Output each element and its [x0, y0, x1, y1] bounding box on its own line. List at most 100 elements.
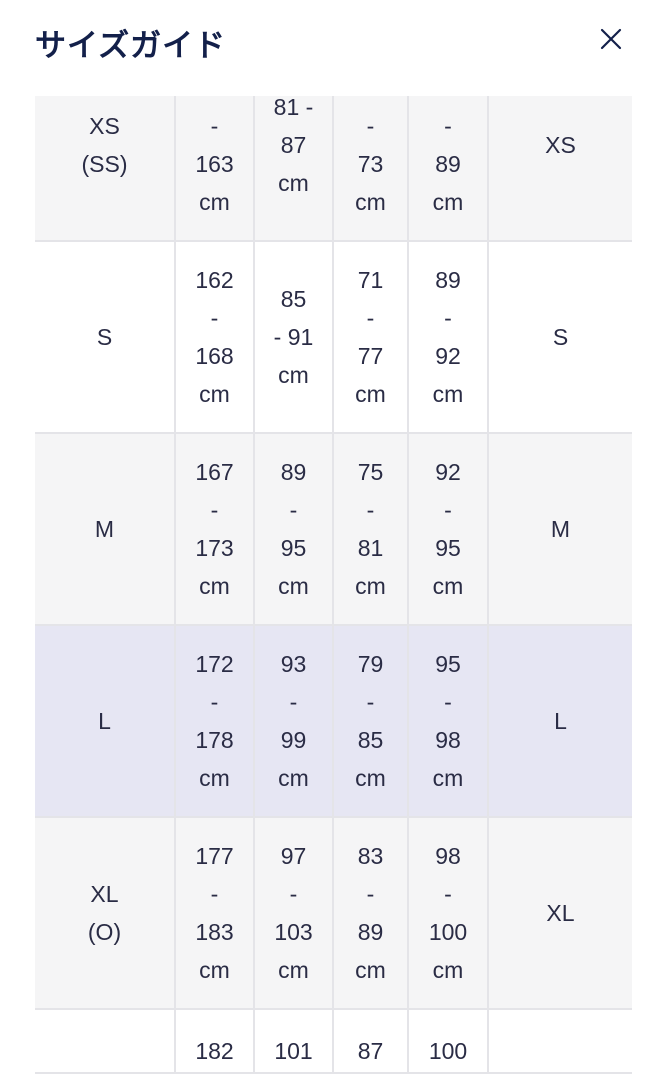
cell-line: 87: [357, 1038, 384, 1064]
cell-line: -: [210, 497, 219, 523]
cell-line: -: [289, 689, 298, 715]
cell-line: -: [210, 689, 219, 715]
cell-line: 183: [195, 919, 234, 945]
height-cell: 177 - 183 cm: [174, 816, 255, 1010]
size-cell: [35, 1008, 176, 1074]
page-title: サイズガイド: [35, 28, 227, 64]
cell-line: cm: [199, 573, 230, 599]
chest-cell: 89 - 95 cm: [253, 432, 334, 626]
cell-line: cm: [278, 573, 309, 599]
chest-cell: 101: [253, 1008, 334, 1074]
cell-line: 162: [195, 267, 234, 293]
cell-line: 182: [195, 1038, 234, 1064]
cell-line: cm: [355, 381, 386, 407]
cell-line: 168: [195, 343, 234, 369]
cell-line: XS: [89, 113, 120, 139]
cell-line: 83: [357, 843, 384, 869]
cell-line: - 91: [273, 324, 314, 350]
cell-line: 81 -: [273, 94, 314, 120]
cell-line: -: [366, 305, 375, 331]
cell-line: 77: [357, 343, 384, 369]
cell-line: 173: [195, 535, 234, 561]
hip-cell: 89 - 92 cm: [407, 240, 489, 434]
cell-line: 93: [280, 651, 307, 677]
cell-line: 95: [435, 535, 461, 561]
cell-line: 89: [357, 919, 384, 945]
cell-line: 92: [435, 459, 461, 485]
cell-line: 89: [435, 151, 461, 177]
cell-line: -: [444, 881, 452, 907]
chest-cell: 97 - 103 cm: [253, 816, 334, 1010]
cell-line: -: [289, 497, 298, 523]
waist-cell: 75 - 81 cm: [332, 432, 409, 626]
cell-line: cm: [278, 765, 309, 791]
cell-line: cm: [355, 189, 386, 215]
cell-line: 99: [280, 727, 307, 753]
cell-line: 73: [357, 151, 384, 177]
close-button[interactable]: [596, 24, 626, 54]
alt-size-cell: [487, 1008, 632, 1074]
cell-line: 100: [428, 1038, 468, 1064]
cell-line: cm: [199, 957, 230, 983]
cell-line: 100: [428, 919, 468, 945]
cell-line: cm: [199, 381, 230, 407]
cell-line: 172: [195, 651, 234, 677]
cell-line: 79: [357, 651, 384, 677]
table-row: XL (O) 177 - 183 cm 97 - 103 cm 83 - 89 cm 98 - 100 cm XL: [35, 816, 632, 1010]
cell-line: -: [289, 881, 298, 907]
cell-line: 85: [280, 286, 307, 312]
size-cell: S: [35, 240, 176, 434]
waist-cell: 87: [332, 1008, 409, 1074]
cell-line: 81: [357, 535, 384, 561]
cell-line: -: [210, 305, 219, 331]
cell-line: cm: [355, 573, 386, 599]
table-row: 182 101 87 100: [35, 1008, 632, 1074]
cell-line: 103: [274, 919, 313, 945]
cell-line: (SS): [81, 151, 128, 177]
hip-cell: 95 - 98 cm: [407, 624, 489, 818]
table-row: L 172 - 178 cm 93 - 99 cm 79 - 85 cm 95 - 98 cm L: [35, 624, 632, 818]
cell-line: -: [366, 113, 375, 139]
cell-line: 98: [435, 727, 461, 753]
hip-cell: 100: [407, 1008, 489, 1074]
cell-line: -: [444, 497, 452, 523]
cell-line: 167: [195, 459, 234, 485]
cell-line: cm: [355, 765, 386, 791]
alt-size-cell: S: [487, 240, 632, 434]
alt-size-cell: L: [487, 624, 632, 818]
cell-line: M: [94, 516, 115, 542]
cell-line: -: [444, 113, 452, 139]
cell-line: 92: [435, 343, 461, 369]
height-cell: 167 - 173 cm: [174, 432, 255, 626]
cell-line: (O): [87, 919, 122, 945]
cell-line: 98: [435, 843, 461, 869]
cell-line: cm: [432, 189, 464, 215]
chest-cell: 85 - 91 cm: [253, 240, 334, 434]
cell-line: -: [366, 881, 375, 907]
cell-line: cm: [355, 957, 386, 983]
cell-line: 89: [280, 459, 307, 485]
cell-line: -: [366, 689, 375, 715]
cell-line: -: [444, 689, 452, 715]
cell-line: cm: [199, 189, 230, 215]
cell-line: -: [444, 305, 452, 331]
cell-line: 87: [280, 132, 307, 158]
cell-line: 101: [274, 1038, 313, 1064]
cell-line: -: [210, 113, 219, 139]
header: サイズガイド: [0, 0, 648, 96]
cell-line: cm: [432, 765, 464, 791]
cell-line: 95: [280, 535, 307, 561]
cell-line: 95: [435, 651, 461, 677]
cell-line: cm: [278, 362, 309, 388]
cell-line: -: [366, 497, 375, 523]
cell-line: cm: [278, 170, 309, 196]
table-row: S 162 - 168 cm 85 - 91 cm 71 - 77 cm 89 - 92 cm S: [35, 240, 632, 434]
cell-line: -: [210, 881, 219, 907]
cell-line: L: [98, 708, 111, 734]
cell-line: 177: [195, 843, 234, 869]
hip-cell: 92 - 95 cm: [407, 432, 489, 626]
height-cell: 172 - 178 cm: [174, 624, 255, 818]
cell-line: cm: [432, 381, 464, 407]
